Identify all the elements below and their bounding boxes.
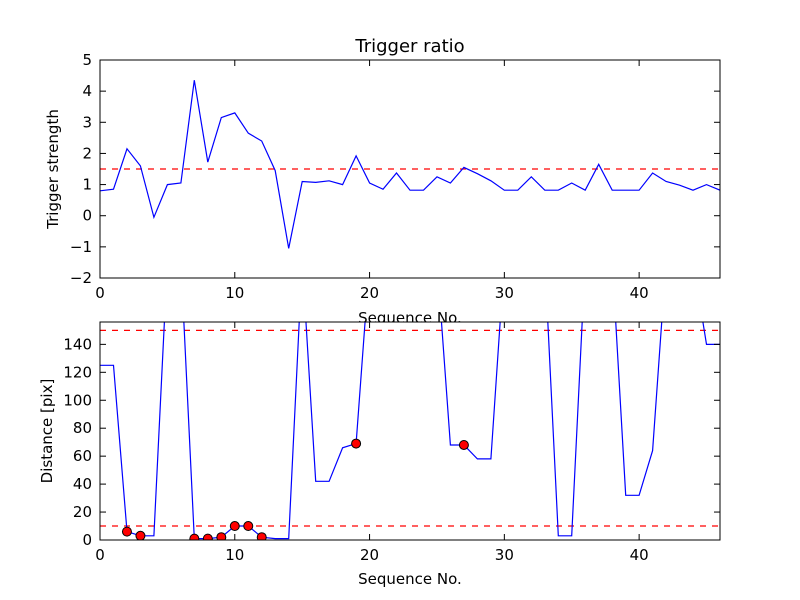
bottom-marker-point <box>216 532 227 540</box>
bottom-x-tick-label: 10 <box>225 546 244 564</box>
bottom-y-tick-label: 100 <box>63 391 92 409</box>
bottom-y-axis-label: Distance [pix] <box>38 379 56 484</box>
bottom-x-tick-label: 40 <box>630 546 649 564</box>
top-chart-title: Trigger ratio <box>354 36 464 57</box>
bottom-x-tick-label: 0 <box>95 546 105 564</box>
top-x-tick-label: 10 <box>225 284 244 302</box>
top-x-tick-label: 20 <box>360 284 379 302</box>
bottom-y-tick-label: 40 <box>73 475 92 493</box>
bottom-plot-marks <box>100 322 720 540</box>
bottom-marker-point <box>458 439 469 450</box>
top-y-tick-label: 2 <box>82 144 92 162</box>
bottom-x-axis-label: Sequence No. <box>358 570 462 588</box>
distance-chart: 0 10 20 30 40 0 20 40 60 80 100 120 140 Sequence No.… <box>38 321 721 588</box>
bottom-marker-point <box>243 521 254 532</box>
bottom-y-tick-label: 80 <box>73 419 92 437</box>
top-x-tick-label: 40 <box>630 284 649 302</box>
top-y-tick-label: −2 <box>70 269 92 287</box>
bottom-axes-frame <box>99 321 721 541</box>
bottom-y-tick-label: 0 <box>82 531 92 549</box>
bottom-marker-point <box>351 438 362 449</box>
top-y-tick-label: −1 <box>70 238 92 256</box>
bottom-x-tick-label: 20 <box>360 546 379 564</box>
bottom-plot-area <box>100 322 720 540</box>
bottom-marker-point <box>202 533 213 540</box>
bottom-marker-point <box>135 530 146 540</box>
top-y-tick-label: 4 <box>82 82 92 100</box>
top-y-tick-label: 0 <box>82 207 92 225</box>
top-ticks: 0 10 20 30 40 −2 −1 0 1 2 3 4 5 <box>70 51 720 302</box>
bottom-x-tick-label: 30 <box>495 546 514 564</box>
top-y-tick-label: 1 <box>82 176 92 194</box>
bottom-y-tick-label: 120 <box>63 363 92 381</box>
bottom-ticks: 0 10 20 30 40 0 20 40 60 80 100 120 140 <box>63 322 720 564</box>
bottom-marker-point <box>121 526 132 537</box>
top-y-tick-label: 5 <box>82 51 92 69</box>
top-y-tick-label: 3 <box>82 113 92 131</box>
bottom-y-tick-label: 20 <box>73 503 92 521</box>
top-plot-marks <box>100 80 720 249</box>
bottom-y-tick-label: 140 <box>63 335 92 353</box>
bottom-marker-point <box>189 533 200 540</box>
top-series-line-0 <box>100 80 720 249</box>
top-x-tick-label: 0 <box>95 284 105 302</box>
bottom-y-tick-label: 60 <box>73 447 92 465</box>
bottom-marker-point <box>256 532 267 540</box>
top-x-tick-label: 30 <box>495 284 514 302</box>
top-y-axis-label: Trigger strength <box>44 109 62 230</box>
top-axes-frame <box>99 59 721 279</box>
bottom-marker-point <box>229 521 240 532</box>
